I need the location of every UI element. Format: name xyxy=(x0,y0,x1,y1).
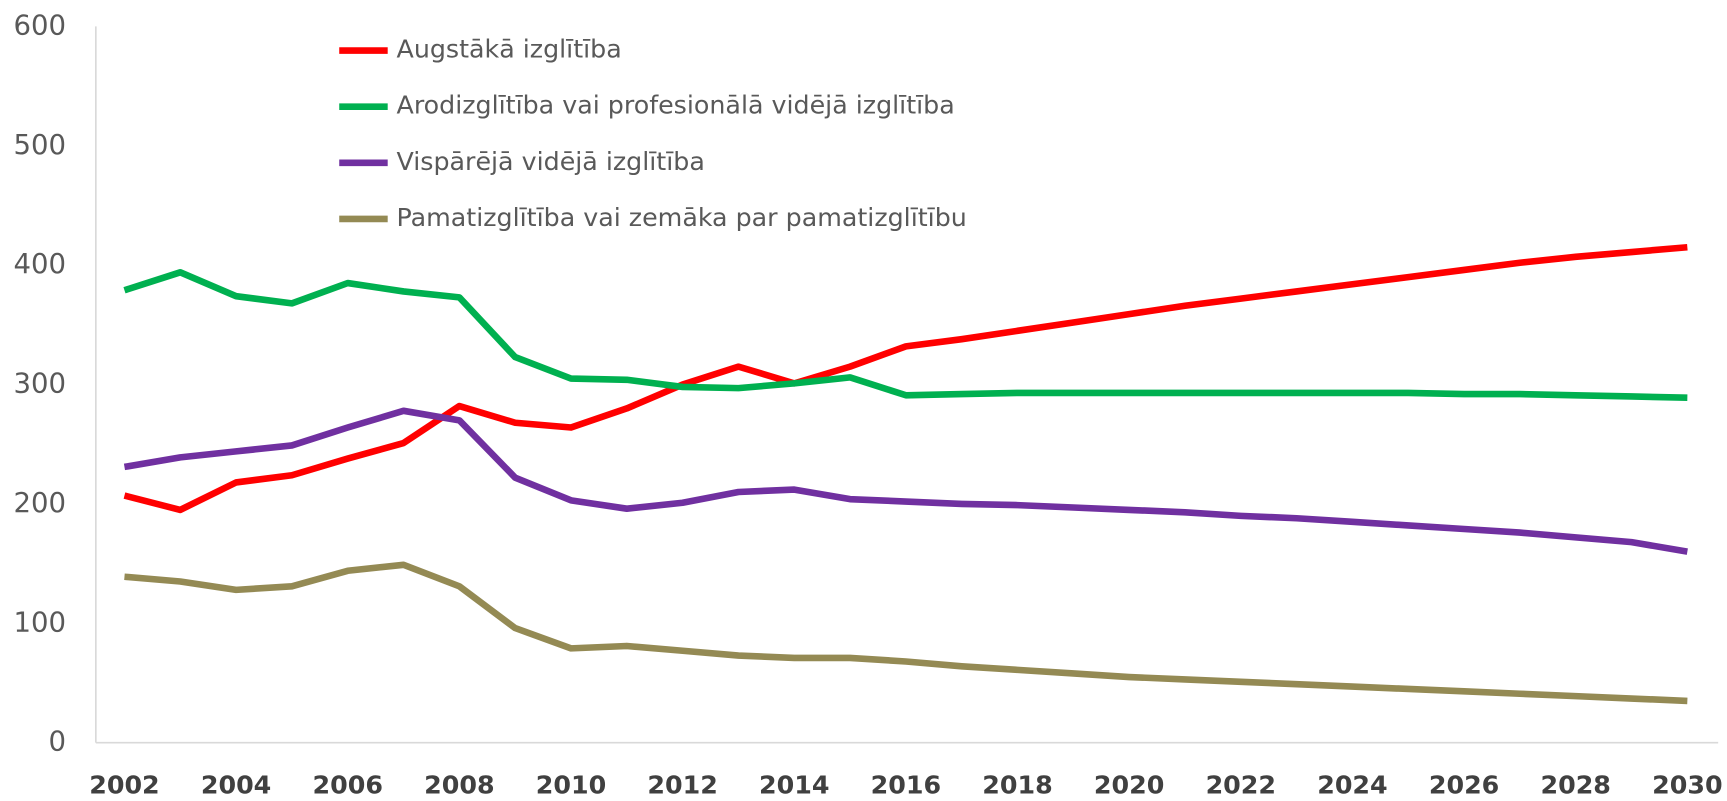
legend-label: Arodizglītība vai profesionālā vidējā iz… xyxy=(397,91,955,120)
x-tick-label: 2026 xyxy=(1429,771,1499,800)
x-tick-label: 2024 xyxy=(1317,771,1387,800)
line-series xyxy=(123,269,1688,401)
x-tick-label: 2012 xyxy=(647,771,717,800)
x-tick-label: 2028 xyxy=(1540,771,1610,800)
line-series xyxy=(124,561,1688,705)
x-tick-label: 2018 xyxy=(982,771,1052,800)
y-tick-label: 100 xyxy=(14,606,67,638)
x-tick-label: 2016 xyxy=(871,771,941,800)
x-tick-label: 2002 xyxy=(89,771,159,800)
x-tick-label: 2008 xyxy=(424,771,494,800)
y-tick-label: 300 xyxy=(14,368,67,400)
y-tick-label: 400 xyxy=(14,248,67,280)
x-tick-label: 2006 xyxy=(312,771,382,800)
x-tick-label: 2010 xyxy=(536,771,606,800)
x-tick-label: 2004 xyxy=(201,771,271,800)
x-tick-label: 2020 xyxy=(1094,771,1164,800)
y-tick-label: 200 xyxy=(14,487,67,519)
legend-label: Vispārējā vidējā izglītība xyxy=(397,147,705,176)
legend-label: Pamatizglītība vai zemāka par pamatizglī… xyxy=(397,203,967,232)
y-tick-label: 600 xyxy=(14,9,67,41)
x-tick-label: 2030 xyxy=(1652,771,1722,800)
x-tick-label: 2022 xyxy=(1206,771,1276,800)
y-tick-label: 500 xyxy=(14,129,67,161)
legend-label: Augstākā izglītība xyxy=(397,35,622,64)
line-series xyxy=(123,407,1688,555)
x-tick-label: 2014 xyxy=(759,771,829,800)
line-series xyxy=(123,243,1688,514)
y-tick-label: 0 xyxy=(49,726,67,758)
